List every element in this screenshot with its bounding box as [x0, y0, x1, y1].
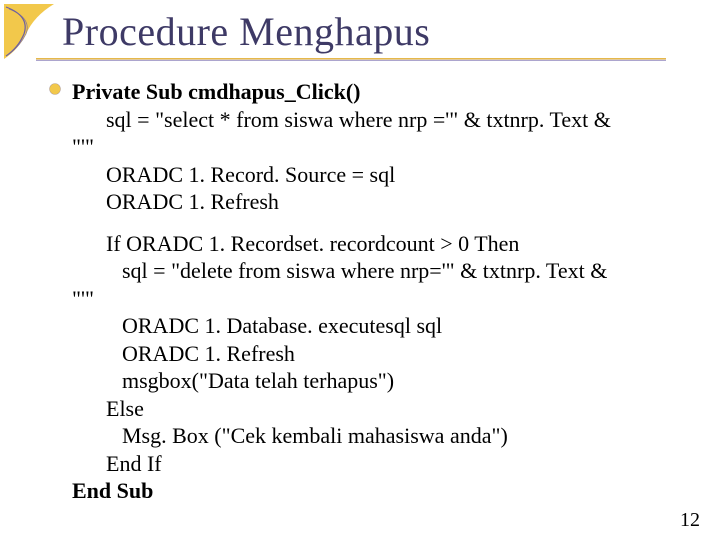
code-line: If ORADC 1. Recordset. recordcount > 0 T…: [72, 230, 680, 258]
code-line: sql = "select * from siswa where nrp ='"…: [72, 106, 680, 134]
code-body: Private Sub cmdhapus_Click() sql = "sele…: [72, 78, 680, 505]
code-line: End Sub: [72, 478, 153, 503]
code-line: "'": [72, 285, 680, 313]
code-line: Else: [72, 395, 680, 423]
slide-number: 12: [680, 509, 700, 532]
code-line: ORADC 1. Database. executesql sql: [72, 312, 680, 340]
title-underline: [36, 58, 666, 61]
code-line: ORADC 1. Refresh: [72, 340, 680, 368]
code-line: Private Sub cmdhapus_Click(): [72, 79, 360, 104]
code-line: "'": [72, 133, 680, 161]
code-line: sql = "delete from siswa where nrp='" & …: [72, 257, 680, 285]
bullet-icon: [48, 82, 62, 96]
code-line: ORADC 1. Refresh: [72, 188, 680, 216]
code-line: ORADC 1. Record. Source = sql: [72, 161, 680, 189]
code-line: End If: [72, 450, 680, 478]
slide: Procedure Menghapus Private Sub cmdhapus…: [0, 0, 720, 540]
slide-title: Procedure Menghapus: [62, 8, 430, 55]
corner-decoration: [4, 4, 54, 64]
code-line: Msg. Box ("Cek kembali mahasiswa anda"): [72, 422, 680, 450]
code-line: msgbox("Data telah terhapus"): [72, 367, 680, 395]
